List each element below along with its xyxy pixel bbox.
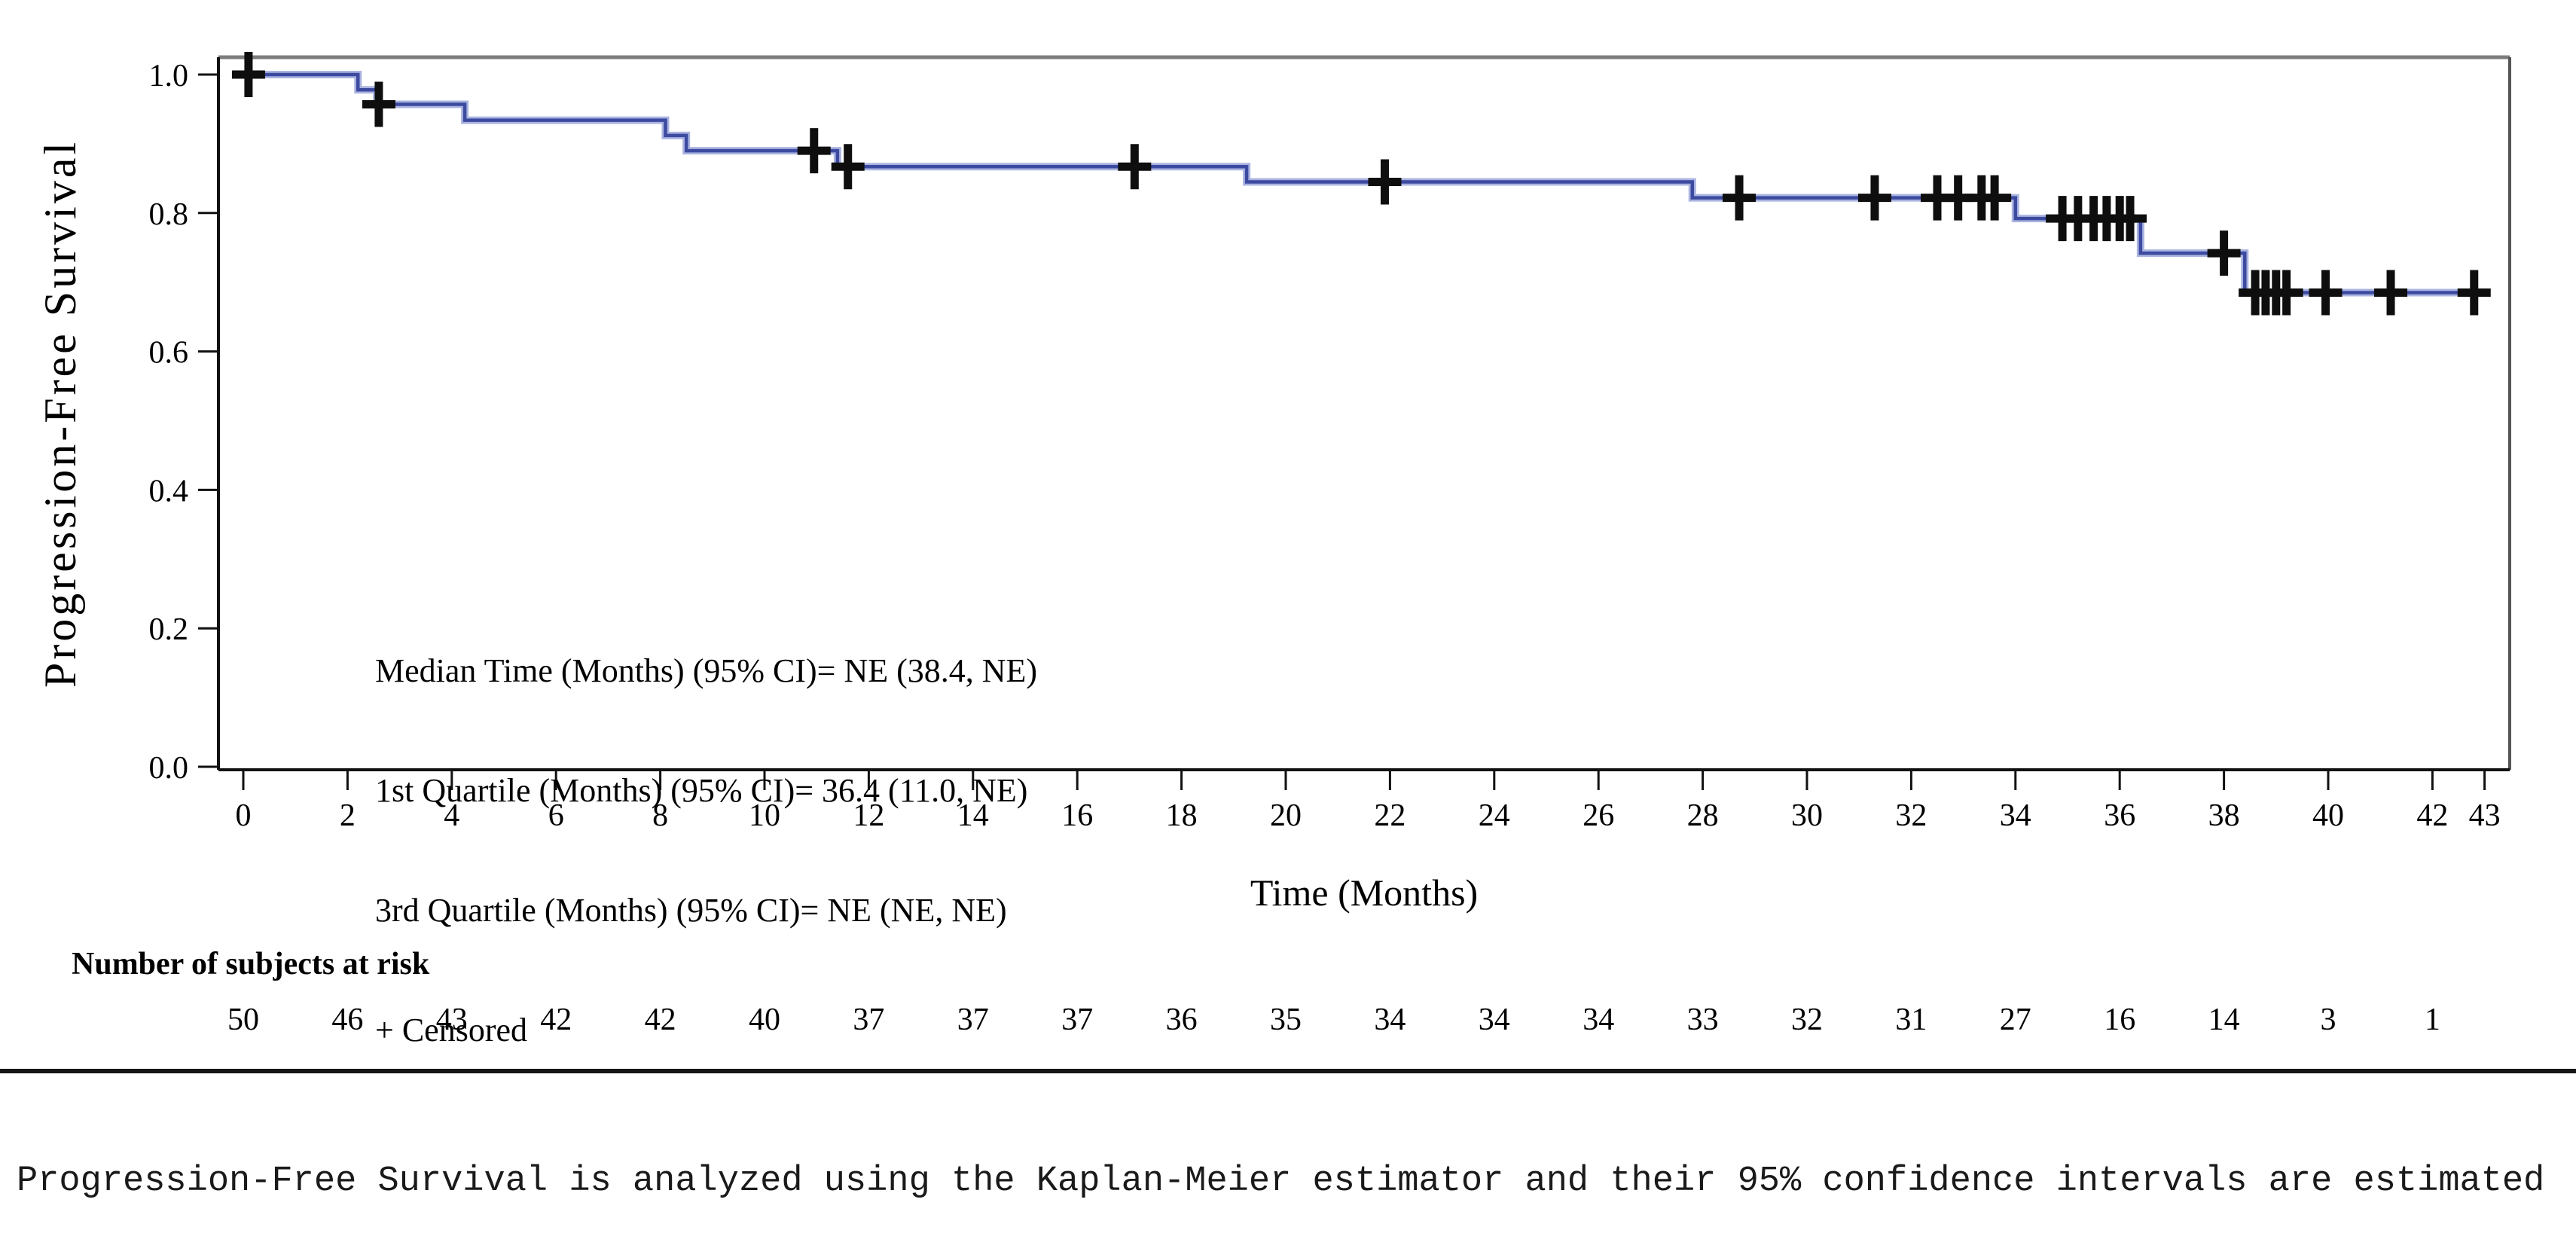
- x-tick-label: 4: [444, 798, 459, 833]
- x-tick-label: 36: [2104, 798, 2135, 833]
- km-curve-halo: [243, 71, 2485, 297]
- x-tick-label: 20: [1270, 798, 1302, 833]
- at-risk-count: 3: [2320, 1003, 2336, 1037]
- x-tick-label: 22: [1374, 798, 1406, 833]
- y-tick-label: 0.4: [149, 474, 189, 508]
- at-risk-count: 34: [1478, 1003, 1510, 1037]
- x-tick-label: 38: [2208, 798, 2240, 833]
- at-risk-count: 33: [1686, 1003, 1719, 1037]
- y-tick-label: 0.0: [149, 751, 189, 786]
- at-risk-count: 46: [331, 1003, 364, 1037]
- at-risk-count: 42: [540, 1003, 572, 1037]
- at-risk-count: 1: [2424, 1003, 2440, 1037]
- at-risk-count: 42: [644, 1003, 676, 1037]
- at-risk-count: 32: [1791, 1003, 1823, 1037]
- y-tick-label: 0.2: [149, 612, 189, 647]
- at-risk-count: 27: [1999, 1003, 2031, 1037]
- x-tick-label: 6: [548, 798, 564, 833]
- x-tick-label: 0: [236, 798, 252, 833]
- x-tick-label: 2: [340, 798, 356, 833]
- first-quartile-annotation: 1st Quartile (Months) (95% CI)= 36.4 (11…: [375, 772, 1028, 809]
- at-risk-count: 14: [2208, 1003, 2240, 1037]
- at-risk-count: 43: [435, 1003, 468, 1037]
- footnote-line: Progression-Free Survival is analyzed us…: [17, 1161, 2545, 1201]
- x-tick-label: 12: [853, 798, 884, 833]
- at-risk-count: 31: [1895, 1003, 1927, 1037]
- x-tick-label: 42: [2416, 798, 2448, 833]
- at-risk-count: 40: [749, 1003, 780, 1037]
- x-tick-label: 40: [2312, 798, 2344, 833]
- at-risk-count: 36: [1165, 1003, 1198, 1037]
- at-risk-count: 34: [1374, 1003, 1406, 1037]
- x-tick-label: 28: [1687, 798, 1719, 833]
- at-risk-count: 16: [2104, 1003, 2136, 1037]
- y-axis-title: Progression-Free Survival: [35, 139, 85, 688]
- y-tick-label: 0.6: [149, 336, 189, 371]
- stats-annotation: Median Time (Months) (95% CI)= NE (38.4,…: [375, 571, 1037, 1130]
- x-tick-label: 34: [2000, 798, 2031, 833]
- at-risk-header: Number of subjects at risk: [72, 947, 430, 981]
- x-tick-label: 18: [1166, 798, 1198, 833]
- footer-separator: [0, 1069, 2576, 1073]
- x-tick-label: 32: [1895, 798, 1927, 833]
- x-tick-label: 43: [2469, 798, 2501, 833]
- x-axis-title: Time (Months): [1250, 871, 1479, 914]
- at-risk-count: 37: [1061, 1003, 1094, 1037]
- third-quartile-annotation: 3rd Quartile (Months) (95% CI)= NE (NE, …: [375, 892, 1007, 929]
- y-tick-label: 0.8: [149, 197, 189, 232]
- median-time-annotation: Median Time (Months) (95% CI)= NE (38.4,…: [375, 652, 1038, 689]
- at-risk-count: 50: [227, 1003, 259, 1037]
- at-risk-count: 37: [957, 1003, 989, 1037]
- x-tick-label: 26: [1583, 798, 1614, 833]
- at-risk-count: 35: [1270, 1003, 1302, 1037]
- x-tick-label: 16: [1061, 798, 1093, 833]
- y-tick-label: 1.0: [149, 59, 189, 93]
- x-tick-label: 10: [749, 798, 780, 833]
- x-tick-label: 8: [652, 798, 668, 833]
- at-risk-count: 34: [1583, 1003, 1615, 1037]
- censored-legend: + Censored: [375, 1012, 527, 1048]
- x-tick-label: 14: [957, 798, 989, 833]
- x-tick-label: 30: [1791, 798, 1823, 833]
- footnotes: Progression-Free Survival is analyzed us…: [17, 1080, 2544, 1233]
- at-risk-count: 37: [853, 1003, 885, 1037]
- at-risk-row: 50 46 43 42 42 40 37 37 37 36 35 34 34 34 33 32 31 27 16 14…: [0, 1002, 2576, 1047]
- x-tick-label: 24: [1479, 798, 1510, 833]
